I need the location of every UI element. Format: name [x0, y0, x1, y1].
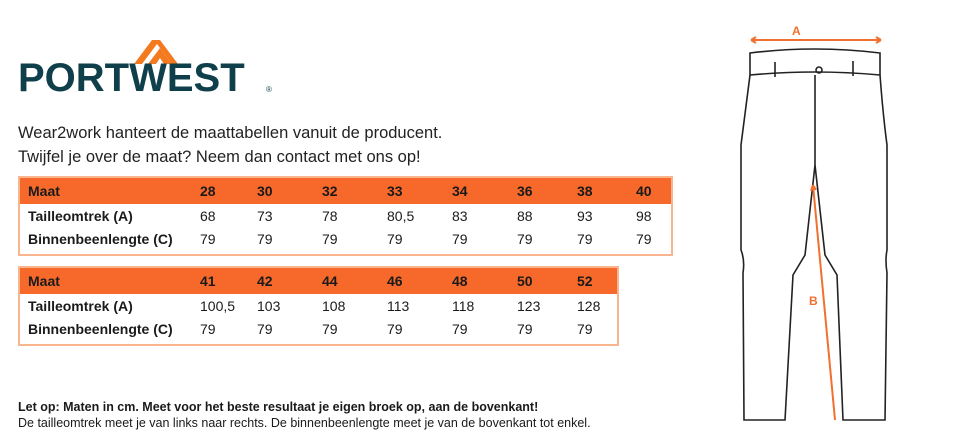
size-header: 33 — [387, 183, 403, 199]
table-cell: 79 — [200, 321, 216, 337]
header-label: Maat — [28, 183, 60, 199]
note-line-2: De tailleomtrek meet je van links naar r… — [18, 416, 591, 430]
table-cell: 79 — [200, 231, 216, 247]
logo-roof-icon — [134, 40, 178, 64]
size-header: 46 — [387, 273, 403, 289]
table-cell: 79 — [517, 321, 533, 337]
size-table-1: Maat 28 30 32 33 34 36 38 40 Tailleomtrek (A) 68 73… — [18, 176, 673, 256]
portwest-logo: PORTWEST ® — [18, 36, 278, 100]
table-cell: 78 — [322, 208, 338, 224]
intro-line-1: Wear2work hanteert de maattabellen vanui… — [18, 124, 443, 142]
label-a: A — [792, 24, 801, 38]
table-cell: 79 — [517, 231, 533, 247]
size-header: 36 — [517, 183, 533, 199]
table-cell: 98 — [636, 208, 652, 224]
table-row: Binnenbeenlengte (C) 79 79 79 79 79 79 79 79 — [20, 227, 671, 250]
table-cell: 79 — [577, 231, 593, 247]
size-table-2: Maat 41 42 44 46 48 50 52 Tailleomtrek (A) 100,5 1… — [18, 266, 619, 346]
size-header: 52 — [577, 273, 593, 289]
table-cell: 113 — [387, 298, 410, 314]
logo-text: PORTWEST — [18, 56, 245, 100]
table-cell: 73 — [257, 208, 273, 224]
row-label: Binnenbeenlengte (C) — [28, 231, 173, 247]
table-cell: 79 — [322, 321, 338, 337]
table-cell: 79 — [452, 231, 468, 247]
size-header: 32 — [322, 183, 338, 199]
table-cell: 88 — [517, 208, 533, 224]
table-cell: 123 — [517, 298, 541, 314]
size-header: 40 — [636, 183, 652, 199]
table-cell: 100,5 — [200, 298, 236, 314]
table-cell: 93 — [577, 208, 593, 224]
table-cell: 79 — [257, 321, 273, 337]
size-header: 28 — [200, 183, 216, 199]
size-header: 50 — [517, 273, 533, 289]
label-b: B — [809, 294, 818, 308]
note-bold: Let op: Maten in cm. Meet voor het beste… — [18, 400, 539, 414]
table-cell: 79 — [322, 231, 338, 247]
row-label: Binnenbeenlengte (C) — [28, 321, 173, 337]
table-row: Tailleomtrek (A) 100,5 103 108 113 118 123 128 — [20, 294, 617, 317]
size-header: 34 — [452, 183, 468, 199]
table-cell: 79 — [636, 231, 652, 247]
table-cell: 108 — [322, 298, 346, 314]
size-header: 48 — [452, 273, 468, 289]
intro-line-2: Twijfel je over de maat? Neem dan contac… — [18, 148, 421, 166]
header-label: Maat — [28, 273, 60, 289]
registered-mark: ® — [266, 85, 272, 94]
trousers-diagram: A B — [740, 24, 888, 421]
table-header-row: Maat 41 42 44 46 48 50 52 — [20, 268, 617, 294]
table-cell: 103 — [257, 298, 281, 314]
table-cell: 79 — [577, 321, 593, 337]
table-cell: 80,5 — [387, 208, 415, 224]
measurement-note: Let op: Maten in cm. Meet voor het beste… — [18, 399, 591, 431]
row-label: Tailleomtrek (A) — [28, 298, 133, 314]
table-cell: 79 — [257, 231, 273, 247]
table-cell: 118 — [452, 298, 475, 314]
row-label: Tailleomtrek (A) — [28, 208, 133, 224]
table-cell: 83 — [452, 208, 468, 224]
size-header: 42 — [257, 273, 273, 289]
size-header: 38 — [577, 183, 593, 199]
table-cell: 128 — [577, 298, 601, 314]
table-header-row: Maat 28 30 32 33 34 36 38 40 — [20, 178, 671, 204]
size-header: 41 — [200, 273, 216, 289]
intro-text: Wear2work hanteert de maattabellen vanui… — [18, 121, 442, 169]
size-header: 44 — [322, 273, 338, 289]
table-row: Binnenbeenlengte (C) 79 79 79 79 79 79 79 — [20, 317, 617, 340]
table-cell: 79 — [387, 321, 403, 337]
table-cell: 79 — [452, 321, 468, 337]
table-row: Tailleomtrek (A) 68 73 78 80,5 83 88 93 98 — [20, 204, 671, 227]
size-header: 30 — [257, 183, 273, 199]
table-cell: 79 — [387, 231, 403, 247]
table-cell: 68 — [200, 208, 216, 224]
